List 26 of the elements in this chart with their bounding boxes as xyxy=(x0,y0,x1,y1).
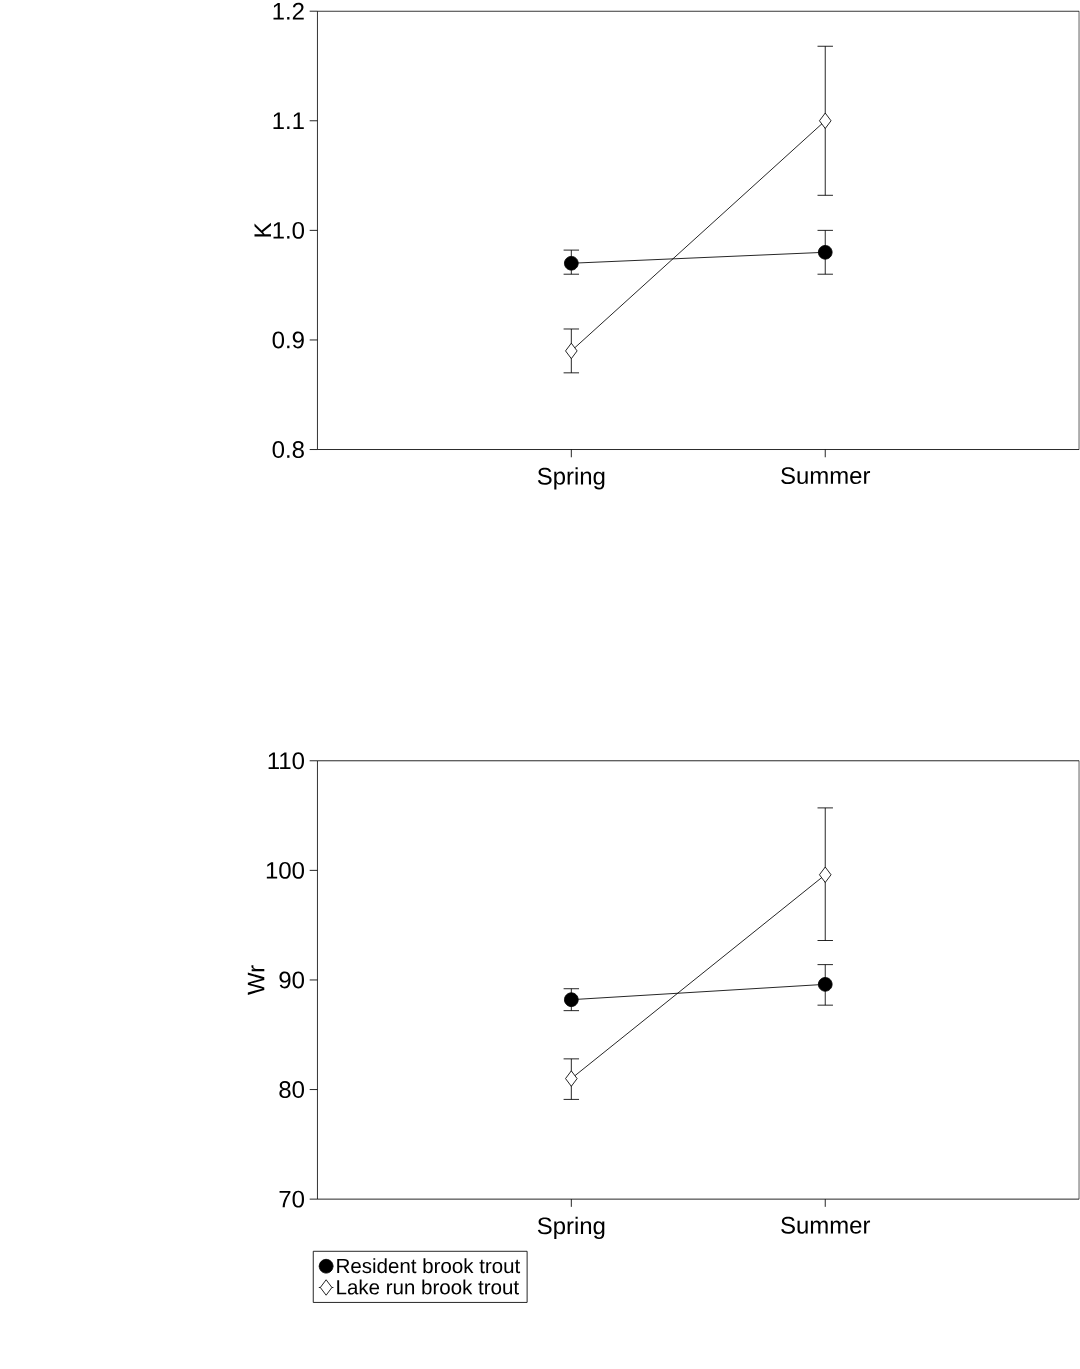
x-tick-label: Spring xyxy=(538,1216,605,1240)
y-axis-title: K xyxy=(254,222,272,237)
y-tick-label: 0.9 xyxy=(272,331,305,349)
legend-label: Resident brook trout xyxy=(337,1258,521,1274)
y-axis-title: Wr xyxy=(248,965,265,995)
point xyxy=(564,992,579,1007)
point xyxy=(818,977,833,992)
y-tick-label: 100 xyxy=(267,861,305,879)
y-tick-label: 80 xyxy=(279,1081,305,1099)
y-tick-label: 1.1 xyxy=(273,112,304,130)
x-tick-label: Summer xyxy=(781,1216,871,1234)
legend-label: Lake run brook trout xyxy=(337,1279,520,1295)
y-tick-label: 70 xyxy=(279,1190,305,1208)
point xyxy=(565,342,578,360)
y-tick-label: 1.0 xyxy=(273,221,305,239)
y-tick-label: 1.2 xyxy=(273,2,304,20)
y-tick-label: 90 xyxy=(279,971,305,989)
x-tick-label: Spring xyxy=(538,467,605,490)
x-tick-label: Summer xyxy=(781,467,871,485)
point xyxy=(818,244,833,260)
y-tick-label: 0.8 xyxy=(272,441,305,459)
point xyxy=(564,255,579,271)
point xyxy=(565,1070,578,1087)
point xyxy=(819,112,832,129)
point xyxy=(819,866,832,883)
y-tick-label: 110 xyxy=(268,752,305,770)
